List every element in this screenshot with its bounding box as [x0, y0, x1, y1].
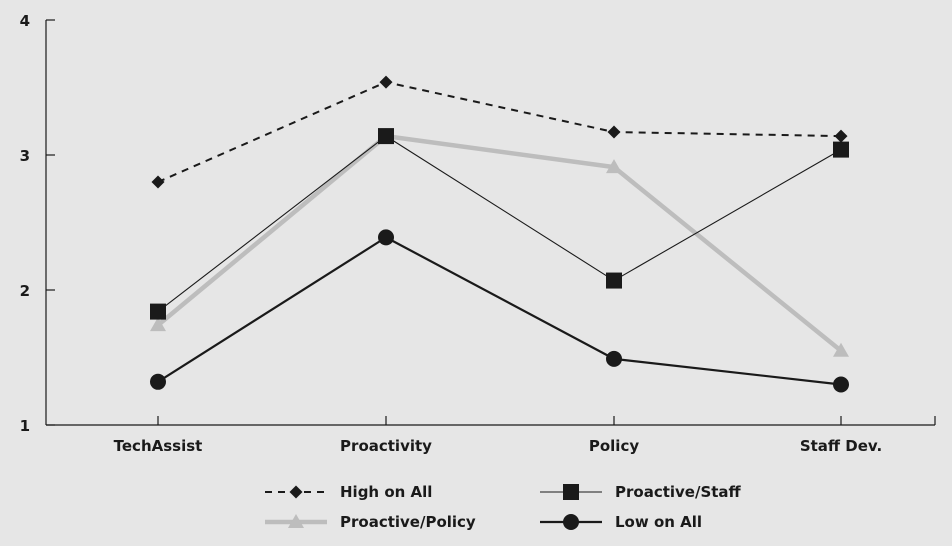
data-point-triangle — [833, 342, 849, 357]
legend-label: Proactive/Policy — [340, 513, 476, 531]
data-point-circle — [833, 376, 849, 393]
legend-label: Low on All — [615, 513, 702, 531]
x-tick-label: Policy — [589, 437, 639, 455]
legend-marker-circle — [563, 514, 579, 530]
legend-marker-triangle — [288, 514, 304, 528]
legend-marker-square — [563, 484, 579, 500]
legend-marker-diamond — [289, 485, 303, 499]
x-tick-label: TechAssist — [114, 437, 203, 455]
data-point-diamond — [834, 129, 848, 143]
data-point-diamond — [151, 175, 165, 189]
data-point-circle — [378, 229, 394, 246]
series-line — [157, 236, 842, 386]
y-tick-label: 1 — [20, 417, 30, 435]
series-circle — [150, 229, 849, 393]
series-diamond — [151, 75, 848, 189]
legend-label: Proactive/Staff — [615, 483, 742, 501]
legend-item: Low on All — [540, 513, 702, 531]
data-point-circle — [150, 373, 166, 390]
data-point-square — [378, 128, 394, 145]
x-tick-label: Staff Dev. — [800, 437, 882, 455]
data-point-square — [833, 141, 849, 158]
y-tick-label: 3 — [20, 147, 30, 165]
legend-item: Proactive/Policy — [265, 513, 476, 531]
series-line — [157, 135, 842, 313]
data-point-triangle — [150, 317, 166, 332]
x-tick-label: Proactivity — [340, 437, 432, 455]
legend: High on All Proactive/Staff Proactive/Poli… — [265, 483, 742, 531]
series-triangle — [150, 128, 849, 357]
series-line — [156, 133, 843, 353]
legend-item: High on All — [265, 483, 432, 501]
data-point-circle — [606, 350, 622, 367]
axes: 1 2 3 4 TechAssist Proactivity Policy Staff Dev… — [20, 12, 936, 455]
data-point-diamond — [379, 75, 393, 89]
legend-label: High on All — [340, 483, 432, 501]
series-square — [150, 128, 849, 320]
series-layer — [150, 75, 849, 393]
legend-item: Proactive/Staff — [540, 483, 742, 501]
y-tick-label: 4 — [20, 12, 30, 30]
series-line — [157, 81, 842, 183]
data-point-square — [606, 272, 622, 289]
data-point-square — [150, 303, 166, 320]
data-point-triangle — [606, 159, 622, 174]
data-point-diamond — [607, 125, 621, 139]
y-tick-label: 2 — [20, 282, 30, 300]
